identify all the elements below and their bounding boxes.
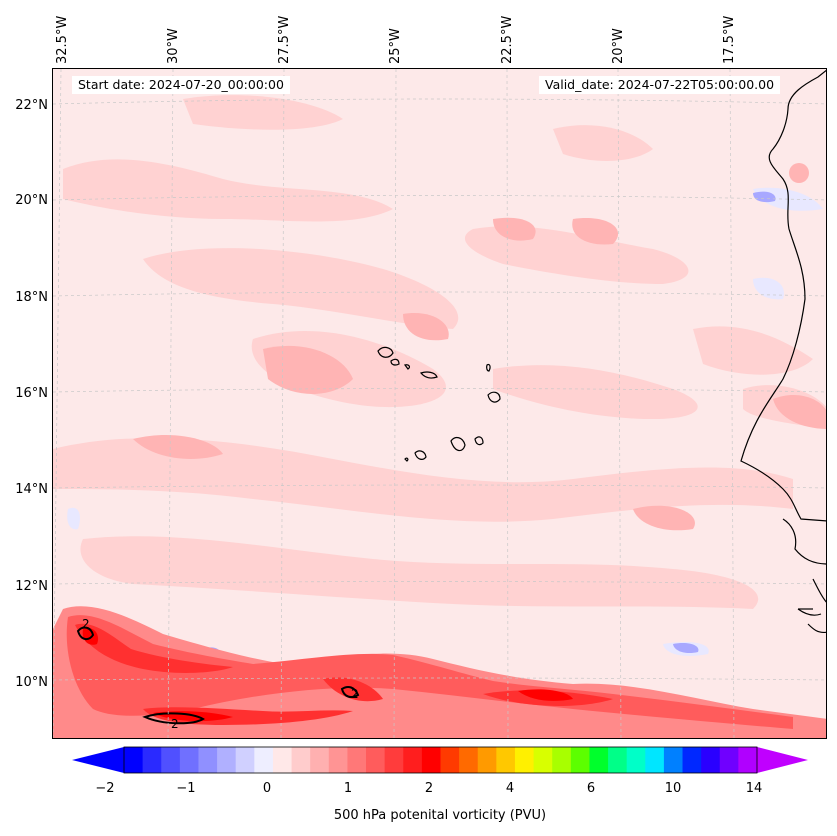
colorbar-cell — [440, 747, 460, 773]
colorbar-cell — [626, 747, 646, 773]
lat-label: 20°N — [15, 193, 48, 208]
colorbar-cell — [272, 747, 293, 773]
colorbar-tick: 10 — [664, 781, 682, 796]
lon-label: 17.5°W — [722, 15, 737, 64]
colorbar-cell — [328, 747, 349, 773]
colorbar-cell — [514, 747, 535, 773]
lon-label: 22.5°W — [500, 15, 515, 64]
contour-label: 2 — [171, 717, 179, 731]
colorbar-cell — [217, 747, 237, 773]
colorbar-cell — [682, 747, 702, 773]
colorbar-cell — [645, 747, 665, 773]
colorbar-cell — [142, 747, 162, 773]
colorbar-tick: −2 — [95, 781, 115, 796]
colorbar-tick: 14 — [745, 781, 763, 796]
contour-label: 2 — [351, 687, 359, 701]
islands — [377, 346, 501, 462]
colorbar-max-extension — [757, 747, 808, 773]
colorbar-cell — [124, 747, 144, 773]
colorbar-cell — [719, 747, 739, 773]
lon-label: 30°W — [166, 28, 181, 64]
colorbar-outline — [123, 746, 758, 774]
map-panel[interactable]: 2 2 2 — [52, 68, 827, 739]
valid-date-label: Valid_date: 2024-07-22T05:00:00.00 — [539, 76, 781, 94]
colorbar — [72, 746, 808, 774]
colorbar-cell — [291, 747, 311, 773]
colorbar-cell — [384, 747, 404, 773]
colorbar-cell — [366, 747, 386, 773]
colorbar-cell — [235, 747, 255, 773]
contour-label: 2 — [82, 617, 90, 631]
coastline — [740, 69, 826, 634]
colorbar-cell — [310, 747, 330, 773]
colorbar-cells — [124, 747, 758, 773]
pv-low-positive-regions — [53, 95, 826, 609]
colorbar-tick: 0 — [262, 781, 272, 796]
colorbar-cell — [738, 747, 758, 773]
colorbar-label: 500 hPa potenital vorticity (PVU) — [333, 808, 547, 823]
colorbar-cell — [477, 747, 497, 773]
lon-label: 25°W — [388, 28, 403, 64]
lon-label: 20°W — [611, 28, 626, 64]
colorbar-min-extension — [72, 747, 124, 773]
colorbar-cell — [347, 747, 367, 773]
colorbar-tick: 6 — [586, 781, 596, 796]
colorbar-tick: 4 — [505, 781, 515, 796]
colorbar-tick: 1 — [343, 781, 353, 796]
colorbar-tick: 2 — [424, 781, 434, 796]
lat-label: 14°N — [15, 482, 48, 497]
colorbar-cell — [161, 747, 181, 773]
pv-high-positive-band — [53, 606, 826, 738]
colorbar-cell — [608, 747, 628, 773]
colorbar-cell — [179, 747, 200, 773]
lat-label: 10°N — [15, 675, 48, 690]
pv-moderate-regions — [133, 163, 826, 531]
lat-label: 12°N — [15, 579, 48, 594]
pv-2-contours — [76, 626, 360, 725]
graticule — [53, 69, 826, 738]
lon-label: 27.5°W — [277, 15, 292, 64]
colorbar-cell — [533, 747, 553, 773]
colorbar-cell — [496, 747, 516, 773]
colorbar-cell — [663, 747, 684, 773]
colorbar-cell — [701, 747, 721, 773]
colorbar-cell — [589, 747, 609, 773]
start-date-label: Start date: 2024-07-20_00:00:00 — [72, 76, 290, 94]
lat-label: 16°N — [15, 386, 48, 401]
colorbar-cell — [421, 747, 442, 773]
colorbar-tick: −1 — [176, 781, 196, 796]
colorbar-cell — [459, 747, 479, 773]
colorbar-cell — [552, 747, 572, 773]
colorbar-cell — [403, 747, 423, 773]
colorbar-cell — [570, 747, 591, 773]
pv-field-map — [53, 69, 826, 738]
lat-label: 18°N — [15, 290, 48, 305]
colorbar-cell — [198, 747, 218, 773]
colorbar-cell — [254, 747, 274, 773]
lon-label: 32.5°W — [55, 15, 70, 64]
lat-label: 22°N — [15, 98, 48, 113]
